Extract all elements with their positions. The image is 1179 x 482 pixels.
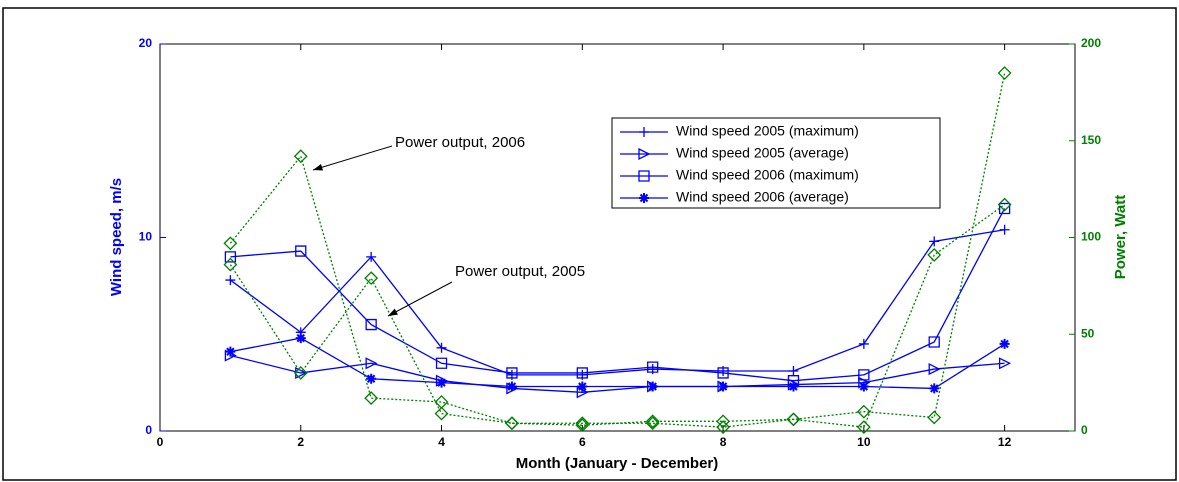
marker bbox=[928, 363, 941, 376]
marker bbox=[856, 420, 871, 435]
annotation: Power output, 2005 bbox=[455, 263, 585, 280]
marker bbox=[999, 338, 1010, 349]
y2-tick-label: 150 bbox=[1081, 133, 1101, 147]
legend-marker bbox=[638, 147, 651, 161]
marker bbox=[788, 381, 799, 392]
y2-tick-label: 50 bbox=[1081, 326, 1095, 340]
y2-tick-label: 200 bbox=[1081, 36, 1101, 50]
marker bbox=[576, 367, 588, 379]
x-tick-label: 10 bbox=[857, 435, 871, 449]
y2-tick-label: 0 bbox=[1081, 423, 1088, 437]
legend-label: Wind speed 2005 (maximum) bbox=[676, 123, 859, 139]
annotation-arrowhead bbox=[388, 308, 398, 316]
legend-marker bbox=[639, 127, 649, 137]
marker bbox=[858, 338, 869, 349]
legend-marker bbox=[638, 170, 650, 182]
marker bbox=[998, 357, 1012, 370]
plot-area bbox=[159, 43, 1076, 432]
marker bbox=[928, 336, 940, 348]
marker bbox=[365, 318, 377, 331]
y-axis-label: Wind speed, m/s bbox=[108, 178, 125, 296]
marker bbox=[929, 236, 940, 247]
marker bbox=[364, 391, 379, 406]
marker bbox=[647, 381, 658, 392]
marker bbox=[225, 346, 236, 357]
marker bbox=[293, 366, 308, 380]
marker bbox=[225, 275, 236, 286]
y-tick-label: 0 bbox=[145, 423, 152, 437]
marker bbox=[856, 404, 871, 419]
marker bbox=[435, 357, 448, 369]
annotation: Power output, 2006 bbox=[395, 134, 525, 151]
marker bbox=[295, 366, 308, 380]
x-tick-label: 0 bbox=[157, 435, 164, 449]
marker bbox=[436, 342, 447, 353]
marker bbox=[223, 236, 238, 251]
marker bbox=[858, 381, 869, 392]
marker bbox=[434, 406, 449, 421]
marker bbox=[224, 251, 237, 263]
annotation-arrowhead bbox=[313, 163, 323, 171]
marker bbox=[364, 271, 379, 286]
marker bbox=[295, 245, 307, 257]
marker bbox=[506, 381, 517, 392]
x-tick-label: 6 bbox=[579, 435, 586, 449]
marker bbox=[293, 149, 308, 164]
marker bbox=[366, 251, 377, 262]
series-line bbox=[229, 204, 1005, 428]
legend bbox=[611, 117, 941, 209]
x-axis-label: Month (January - December) bbox=[516, 455, 719, 472]
series-line bbox=[230, 208, 1006, 382]
marker bbox=[716, 420, 730, 435]
series-line bbox=[230, 354, 1005, 393]
marker bbox=[997, 66, 1012, 80]
y-tick-label: 20 bbox=[139, 36, 153, 50]
x-tick-label: 8 bbox=[720, 435, 727, 449]
y-tick-label: 10 bbox=[139, 230, 153, 244]
marker bbox=[786, 412, 801, 427]
marker bbox=[929, 383, 940, 394]
marker bbox=[223, 257, 238, 272]
marker bbox=[927, 410, 942, 425]
y2-tick-label: 100 bbox=[1081, 230, 1101, 244]
x-tick-label: 2 bbox=[297, 435, 304, 449]
marker bbox=[647, 361, 659, 373]
marker bbox=[717, 367, 729, 379]
marker bbox=[788, 366, 799, 377]
marker bbox=[997, 197, 1012, 212]
legend-label: Wind speed 2005 (average) bbox=[676, 145, 849, 161]
series-line bbox=[230, 337, 1005, 390]
marker bbox=[575, 416, 590, 431]
series-line bbox=[229, 229, 1005, 376]
x-tick-label: 12 bbox=[998, 435, 1012, 449]
marker bbox=[645, 414, 660, 429]
marker bbox=[366, 373, 377, 384]
annotation-arrow bbox=[387, 281, 453, 317]
marker bbox=[718, 381, 729, 392]
legend-marker bbox=[639, 193, 649, 203]
marker bbox=[505, 416, 519, 431]
marker bbox=[998, 202, 1011, 215]
frame bbox=[2, 7, 1177, 481]
y2-axis-label: Power, Watt bbox=[1112, 195, 1129, 279]
marker bbox=[716, 414, 730, 429]
marker bbox=[436, 377, 447, 388]
marker bbox=[506, 367, 518, 379]
marker bbox=[858, 369, 870, 381]
marker bbox=[577, 381, 588, 392]
x-tick-label: 4 bbox=[438, 435, 445, 449]
legend-label: Wind speed 2006 (average) bbox=[676, 189, 849, 205]
marker bbox=[645, 416, 660, 431]
marker bbox=[999, 224, 1010, 235]
annotation-arrow bbox=[312, 145, 393, 171]
marker bbox=[787, 375, 800, 387]
legend-label: Wind speed 2006 (maximum) bbox=[676, 167, 859, 183]
marker bbox=[927, 247, 942, 262]
marker bbox=[365, 357, 378, 370]
marker bbox=[295, 333, 306, 344]
